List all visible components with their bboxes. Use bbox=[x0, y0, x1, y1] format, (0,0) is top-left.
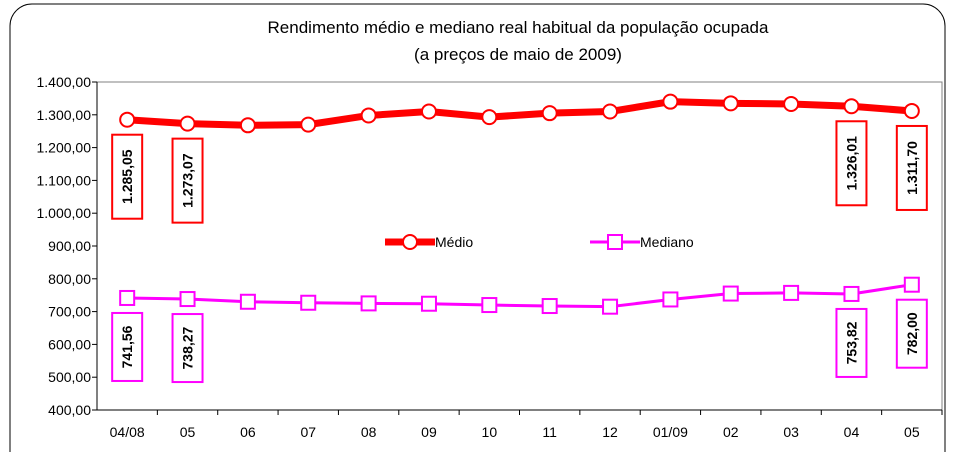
value-label: 1.273,07 bbox=[180, 153, 196, 208]
point bbox=[239, 293, 256, 310]
point bbox=[783, 284, 800, 301]
value-label: 741,56 bbox=[119, 325, 135, 368]
point bbox=[119, 111, 136, 128]
x-tick-label: 05 bbox=[904, 424, 920, 440]
x-tick-label: 02 bbox=[723, 424, 739, 440]
value-label-box bbox=[835, 307, 868, 378]
y-tick-label: 1.100,00 bbox=[37, 172, 92, 188]
legend-marker bbox=[402, 234, 418, 250]
series-line bbox=[127, 283, 913, 309]
value-label: 1.285,05 bbox=[119, 149, 135, 204]
point bbox=[722, 285, 739, 302]
legend-label: Mediano bbox=[640, 234, 694, 250]
value-label-box bbox=[171, 313, 204, 384]
point bbox=[843, 285, 860, 302]
point bbox=[602, 298, 619, 315]
point bbox=[602, 103, 619, 120]
point bbox=[662, 93, 679, 110]
x-tick-label: 10 bbox=[482, 424, 498, 440]
y-tick-label: 900,00 bbox=[48, 238, 91, 254]
x-tick-label: 06 bbox=[240, 424, 256, 440]
value-label: 782,00 bbox=[904, 312, 920, 355]
chart-title: Rendimento médio e mediano real habitual… bbox=[268, 18, 769, 37]
x-tick-label: 07 bbox=[300, 424, 316, 440]
x-tick-label: 09 bbox=[421, 424, 437, 440]
x-tick-label: 04 bbox=[844, 424, 860, 440]
y-tick-label: 600,00 bbox=[48, 336, 91, 352]
point bbox=[903, 102, 920, 119]
point bbox=[179, 291, 196, 308]
y-tick-label: 500,00 bbox=[48, 369, 91, 385]
y-tick-label: 800,00 bbox=[48, 271, 91, 287]
chart-subtitle: (a preços de maio de 2009) bbox=[414, 45, 622, 64]
value-label-box bbox=[895, 124, 928, 211]
point bbox=[662, 291, 679, 308]
x-tick-label: 05 bbox=[180, 424, 196, 440]
point bbox=[300, 294, 317, 311]
chart-frame bbox=[9, 3, 946, 457]
point bbox=[119, 289, 136, 306]
point bbox=[179, 115, 196, 132]
point bbox=[783, 95, 800, 112]
x-tick-label: 01/09 bbox=[653, 424, 688, 440]
value-label-box bbox=[835, 120, 868, 207]
point bbox=[541, 298, 558, 315]
legend-label: Médio bbox=[435, 234, 473, 250]
value-label-box bbox=[111, 133, 144, 220]
x-tick-label: 08 bbox=[361, 424, 377, 440]
x-tick-label: 04/08 bbox=[110, 424, 145, 440]
value-label: 1.311,70 bbox=[904, 141, 920, 195]
point bbox=[541, 105, 558, 122]
y-tick-label: 1.000,00 bbox=[37, 205, 92, 221]
y-tick-label: 1.300,00 bbox=[37, 107, 92, 123]
x-tick-label: 11 bbox=[542, 424, 557, 440]
point bbox=[300, 116, 317, 133]
y-tick-label: 400,00 bbox=[48, 402, 91, 418]
point bbox=[722, 95, 739, 112]
y-tick-label: 700,00 bbox=[48, 304, 91, 320]
y-tick-label: 1.200,00 bbox=[37, 140, 92, 156]
value-label-box bbox=[895, 298, 928, 369]
x-tick-label: 03 bbox=[783, 424, 799, 440]
point bbox=[481, 297, 498, 314]
point bbox=[843, 98, 860, 115]
point bbox=[481, 109, 498, 126]
series-line bbox=[126, 98, 913, 129]
value-label-box bbox=[111, 311, 144, 382]
value-label-box bbox=[171, 137, 204, 224]
legend-marker bbox=[607, 234, 623, 250]
y-tick-label: 1.400,00 bbox=[37, 74, 92, 90]
point bbox=[420, 103, 437, 120]
point bbox=[420, 295, 437, 312]
point bbox=[239, 117, 256, 134]
point bbox=[360, 295, 377, 312]
value-label: 738,27 bbox=[180, 326, 196, 369]
x-tick-label: 12 bbox=[602, 424, 618, 440]
point bbox=[360, 107, 377, 124]
point bbox=[903, 276, 920, 293]
value-label: 1.326,01 bbox=[843, 136, 859, 191]
value-label: 753,82 bbox=[843, 321, 859, 364]
